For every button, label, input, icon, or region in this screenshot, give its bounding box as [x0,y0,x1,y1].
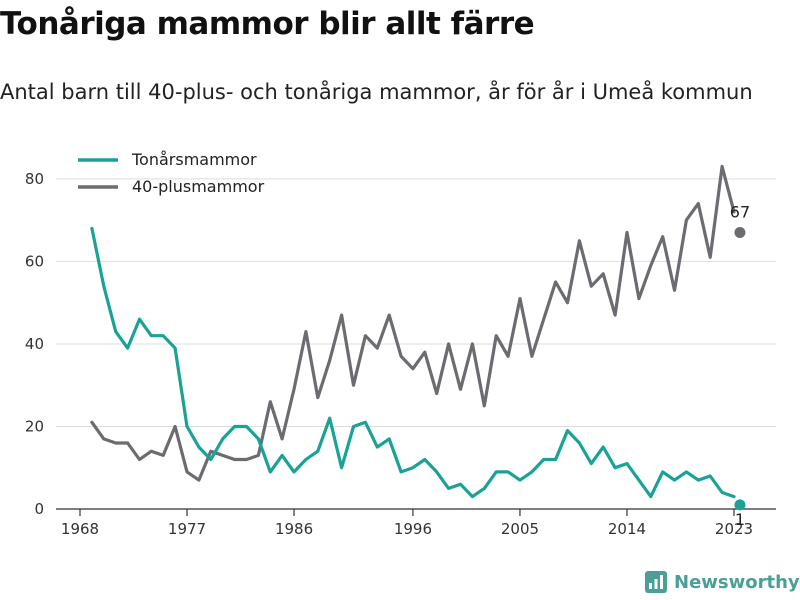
brand-name: Newsworthy [674,571,800,593]
y-tick-label: 80 [25,170,44,188]
x-axis: 1968 1977 1986 1996 2005 2014 2023 [56,508,776,538]
chart-subtitle: Antal barn till 40-plus- och tonåriga ma… [0,80,753,104]
y-tick-label: 40 [25,335,44,353]
end-point-marker [734,499,746,511]
y-axis-ticks: 0 20 40 60 80 [25,170,44,518]
y-tick-label: 0 [34,500,44,518]
brand-logo: Newsworthy [644,570,800,594]
series-line-40-plusmammor [90,164,736,482]
x-tick-label: 2014 [608,520,646,538]
x-tick-label: 2023 [715,520,753,538]
x-tick-label: 2005 [501,520,539,538]
series-layer: 1 67 [90,164,750,529]
legend-label: Tonårsmammor [131,150,257,169]
chart-title: Tonåriga mammor blir allt färre [0,6,535,42]
legend: Tonårsmammor 40-plusmammor [78,150,265,196]
x-tick-label: 1996 [394,520,432,538]
end-value-label: 67 [730,203,750,222]
y-tick-label: 20 [25,417,44,435]
legend-label: 40-plusmammor [132,177,265,196]
newsworthy-logo-icon [645,571,667,593]
grid-lines [56,178,776,427]
x-tick-label: 1977 [168,520,206,538]
y-tick-label: 60 [25,252,44,270]
series-line-tonarsmammor [90,226,736,499]
end-value-label: 1 [735,510,745,529]
x-tick-label: 1968 [61,520,99,538]
end-point-marker [734,227,746,239]
x-tick-label: 1986 [275,520,313,538]
